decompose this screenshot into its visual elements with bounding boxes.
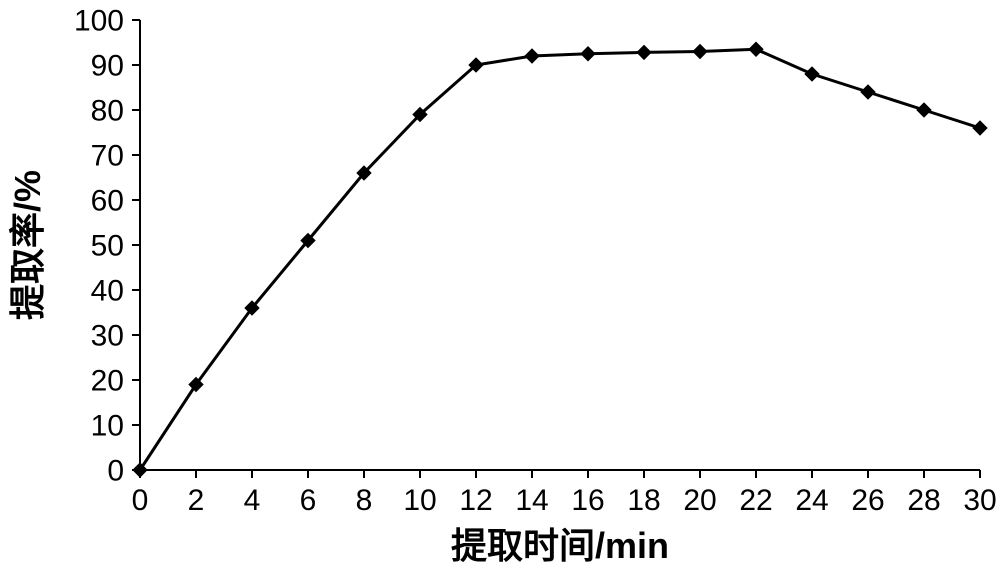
y-tick-label: 0 bbox=[107, 455, 124, 488]
chart-container: 0246810121416182022242628300102030405060… bbox=[0, 0, 1000, 572]
x-tick-label: 14 bbox=[515, 484, 548, 517]
x-tick-label: 18 bbox=[627, 484, 660, 517]
y-tick-label: 90 bbox=[91, 50, 124, 83]
x-tick-label: 20 bbox=[683, 484, 716, 517]
x-tick-label: 8 bbox=[356, 484, 373, 517]
x-tick-label: 4 bbox=[244, 484, 261, 517]
y-tick-label: 100 bbox=[74, 5, 124, 38]
line-chart: 0246810121416182022242628300102030405060… bbox=[0, 0, 1000, 572]
x-tick-label: 16 bbox=[571, 484, 604, 517]
x-tick-label: 28 bbox=[907, 484, 940, 517]
y-tick-label: 20 bbox=[91, 365, 124, 398]
y-tick-label: 70 bbox=[91, 140, 124, 173]
y-tick-label: 60 bbox=[91, 185, 124, 218]
x-tick-label: 26 bbox=[851, 484, 884, 517]
y-tick-label: 50 bbox=[91, 230, 124, 263]
x-tick-label: 30 bbox=[963, 484, 996, 517]
y-tick-label: 10 bbox=[91, 410, 124, 443]
y-tick-label: 30 bbox=[91, 320, 124, 353]
x-tick-label: 24 bbox=[795, 484, 828, 517]
y-tick-label: 40 bbox=[91, 275, 124, 308]
x-tick-label: 6 bbox=[300, 484, 317, 517]
x-tick-label: 0 bbox=[132, 484, 149, 517]
x-tick-label: 10 bbox=[403, 484, 436, 517]
x-tick-label: 2 bbox=[188, 484, 205, 517]
y-tick-label: 80 bbox=[91, 95, 124, 128]
x-axis-title: 提取时间/min bbox=[451, 525, 669, 566]
x-tick-label: 22 bbox=[739, 484, 772, 517]
x-tick-label: 12 bbox=[459, 484, 492, 517]
y-axis-title: 提取率/% bbox=[7, 170, 48, 320]
